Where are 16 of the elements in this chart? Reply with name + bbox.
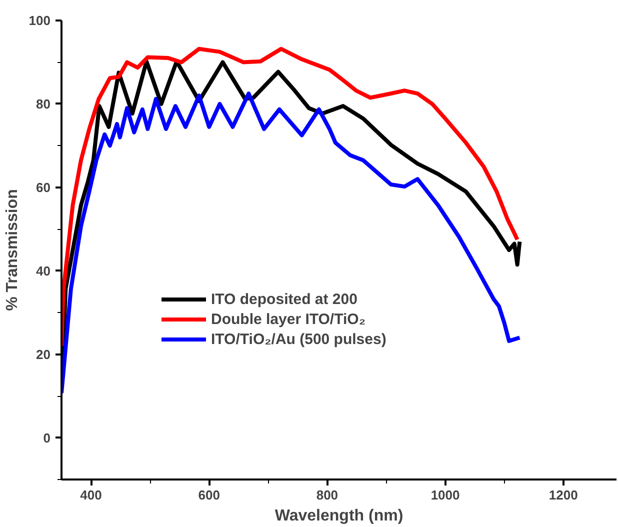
x-tick-label: 600 [198, 488, 220, 502]
y-tick-label: 0 [43, 430, 51, 446]
y-tick-label: 20 [36, 346, 51, 362]
legend-label: ITO deposited at 200 [211, 290, 358, 308]
x-tick-label: 800 [316, 488, 338, 502]
y-axis-title: % Transmission [4, 189, 21, 311]
x-tick-label: 1000 [430, 488, 460, 502]
y-tick-label: 80 [36, 96, 51, 112]
legend-label: ITO/TiO₂/Au (500 pulses) [211, 330, 386, 348]
x-axis-title: Wavelength (nm) [274, 508, 404, 524]
legend-label: Double layer ITO/TiO₂ [211, 310, 366, 328]
y-tick-label: 60 [36, 180, 51, 195]
x-tick-label: 400 [80, 488, 102, 502]
x-tick-label: 1200 [548, 488, 578, 502]
y-tick-label: 100 [28, 13, 51, 28]
y-tick-label: 40 [36, 263, 51, 278]
